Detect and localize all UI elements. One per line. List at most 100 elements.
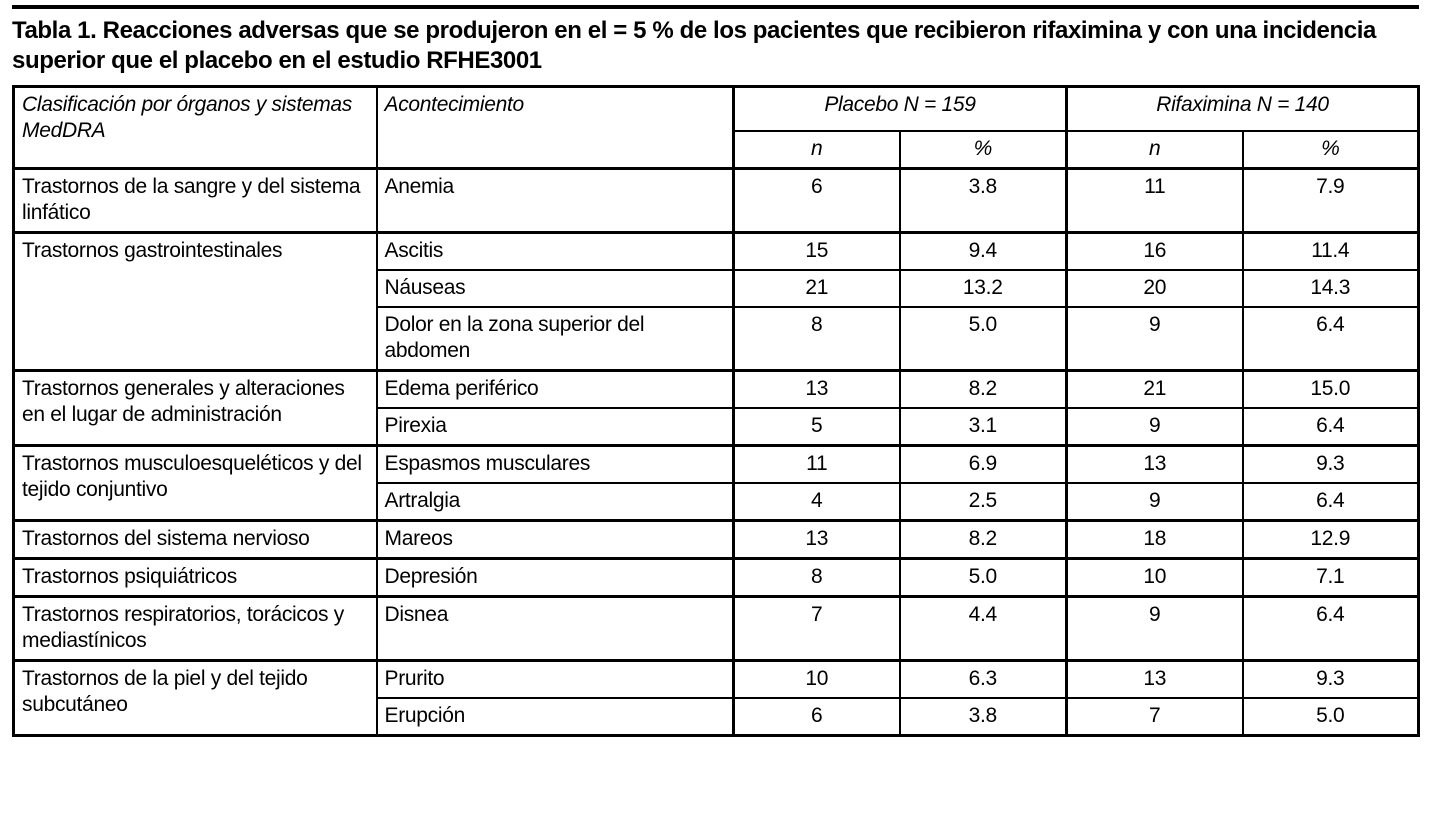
- table-row: Trastornos generales y alteraciones en e…: [12, 368, 1420, 446]
- rifaximina-pct-cell: 15.0: [1241, 368, 1420, 409]
- rifaximina-n-cell: 9: [1065, 594, 1244, 661]
- placebo-pct-cell: 3.1: [898, 406, 1068, 446]
- rifaximina-n-cell: 16: [1065, 230, 1244, 271]
- column-header-soc: Clasificación por órganos y sistemas Med…: [12, 85, 378, 169]
- event-cell: Dolor en la zona superior del abdomen: [375, 305, 735, 371]
- table-row: Trastornos musculoesqueléticos y del tej…: [12, 443, 1420, 521]
- rifaximina-n-cell: 7: [1065, 696, 1244, 736]
- table-title: Tabla 1. Reacciones adversas que se prod…: [12, 17, 1376, 74]
- placebo-pct-cell: 8.2: [898, 368, 1068, 409]
- column-header-placebo: Placebo N = 159: [732, 85, 1068, 132]
- placebo-pct-cell: 5.0: [898, 305, 1068, 371]
- table-row: Pirexia 5 3.1 9 6.4: [14, 406, 1420, 446]
- rifaximina-pct-cell: 9.3: [1241, 658, 1420, 699]
- event-cell: Náuseas: [375, 268, 735, 308]
- table-row: Dolor en la zona superior del abdomen 8 5.…: [14, 305, 1420, 371]
- rifaximina-pct-cell: 6.4: [1241, 594, 1420, 661]
- placebo-n-cell: 4: [732, 481, 901, 521]
- event-cell: Artralgia: [375, 481, 735, 521]
- placebo-pct-cell: 13.2: [898, 268, 1068, 308]
- rifaximina-n-cell: 13: [1065, 443, 1244, 484]
- event-cell: Depresión: [375, 556, 735, 597]
- rifaximina-pct-cell: 12.9: [1241, 518, 1420, 559]
- placebo-pct-cell: 8.2: [898, 518, 1068, 559]
- soc-cell: Trastornos de la piel y del tejido subcu…: [12, 658, 378, 736]
- soc-cell: Trastornos de la sangre y del sistema li…: [12, 166, 378, 233]
- rifaximina-pct-cell: 5.0: [1241, 696, 1420, 736]
- placebo-pct-cell: 4.4: [898, 594, 1068, 661]
- placebo-pct-cell: 3.8: [898, 696, 1068, 736]
- placebo-n-cell: 21: [732, 268, 901, 308]
- table-row: Erupción 6 3.8 7 5.0: [14, 696, 1420, 736]
- rifaximina-pct-cell: 11.4: [1241, 230, 1420, 271]
- rifaximina-n-cell: 11: [1065, 166, 1244, 233]
- event-cell: Prurito: [375, 658, 735, 699]
- rifaximina-n-cell: 10: [1065, 556, 1244, 597]
- rifaximina-n-cell: 18: [1065, 518, 1244, 559]
- soc-cell: Trastornos generales y alteraciones en e…: [12, 368, 378, 446]
- column-header-placebo-pct: %: [898, 129, 1068, 169]
- placebo-n-cell: 13: [732, 518, 901, 559]
- table-body: Trastornos de la sangre y del sistema li…: [12, 166, 1420, 736]
- rifaximina-n-cell: 9: [1065, 305, 1244, 371]
- column-header-placebo-n: n: [732, 129, 901, 169]
- soc-cell: Trastornos musculoesqueléticos y del tej…: [12, 443, 378, 521]
- soc-cell: Trastornos del sistema nervioso: [12, 518, 378, 559]
- top-horizontal-rule: [12, 5, 1419, 9]
- table-row: Trastornos de la piel y del tejido subcu…: [12, 658, 1420, 736]
- rifaximina-pct-cell: 7.9: [1241, 166, 1420, 233]
- soc-cell: Trastornos gastrointestinales: [12, 230, 378, 371]
- placebo-n-cell: 10: [732, 658, 901, 699]
- rifaximina-pct-cell: 6.4: [1241, 481, 1420, 521]
- rifaximina-n-cell: 9: [1065, 481, 1244, 521]
- placebo-pct-cell: 3.8: [898, 166, 1068, 233]
- table-row: Trastornos de la sangre y del sistema li…: [12, 166, 1420, 233]
- event-cell: Pirexia: [375, 406, 735, 446]
- rifaximina-pct-cell: 14.3: [1241, 268, 1420, 308]
- placebo-n-cell: 5: [732, 406, 901, 446]
- event-cell: Edema periférico: [375, 368, 735, 409]
- rifaximina-pct-cell: 6.4: [1241, 406, 1420, 446]
- table-row: Trastornos del sistema nervioso Mareos 13 8…: [12, 518, 1420, 559]
- soc-cell: Trastornos psiquiátricos: [12, 556, 378, 597]
- rifaximina-n-cell: 20: [1065, 268, 1244, 308]
- placebo-n-cell: 8: [732, 305, 901, 371]
- event-cell: Disnea: [375, 594, 735, 661]
- rifaximina-pct-cell: 6.4: [1241, 305, 1420, 371]
- column-header-event: Acontecimiento: [375, 85, 735, 169]
- column-header-rifaximina-n: n: [1065, 129, 1244, 169]
- rifaximina-pct-cell: 9.3: [1241, 443, 1420, 484]
- placebo-n-cell: 13: [732, 368, 901, 409]
- table-row: Artralgia 4 2.5 9 6.4: [14, 481, 1420, 521]
- table-row: Trastornos psiquiátricos Depresión 8 5.0 10 7…: [12, 556, 1420, 597]
- column-header-rifaximina: Rifaximina N = 140: [1064, 85, 1420, 132]
- table-row: Trastornos gastrointestinales Ascitis 15 9.…: [12, 230, 1420, 371]
- event-cell: Ascitis: [375, 230, 735, 271]
- placebo-n-cell: 11: [732, 443, 901, 484]
- placebo-pct-cell: 6.9: [898, 443, 1068, 484]
- table-row: Náuseas 21 13.2 20 14.3: [14, 268, 1420, 308]
- table-header: Clasificación por órganos y sistemas Med…: [12, 85, 1420, 169]
- placebo-pct-cell: 9.4: [898, 230, 1068, 271]
- rifaximina-n-cell: 9: [1065, 406, 1244, 446]
- rifaximina-pct-cell: 7.1: [1241, 556, 1420, 597]
- event-cell: Mareos: [375, 518, 735, 559]
- placebo-n-cell: 8: [732, 556, 901, 597]
- placebo-pct-cell: 2.5: [898, 481, 1068, 521]
- event-cell: Espasmos musculares: [375, 443, 735, 484]
- placebo-pct-cell: 5.0: [898, 556, 1068, 597]
- placebo-n-cell: 15: [732, 230, 901, 271]
- rifaximina-n-cell: 13: [1065, 658, 1244, 699]
- placebo-n-cell: 6: [732, 166, 901, 233]
- table-row: Trastornos respiratorios, torácicos y me…: [12, 594, 1420, 661]
- placebo-n-cell: 6: [732, 696, 901, 736]
- soc-cell: Trastornos respiratorios, torácicos y me…: [12, 594, 378, 661]
- placebo-pct-cell: 6.3: [898, 658, 1068, 699]
- event-cell: Anemia: [375, 166, 735, 233]
- placebo-n-cell: 7: [732, 594, 901, 661]
- rifaximina-n-cell: 21: [1065, 368, 1244, 409]
- event-cell: Erupción: [375, 696, 735, 736]
- column-header-rifaximina-pct: %: [1241, 129, 1420, 169]
- adverse-reactions-table: Clasificación por órganos y sistemas Med…: [12, 85, 1421, 737]
